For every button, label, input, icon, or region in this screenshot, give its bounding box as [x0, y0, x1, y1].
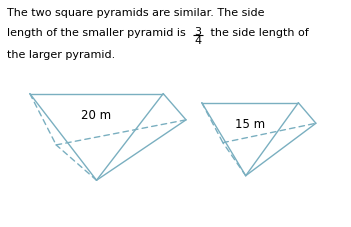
Text: The two square pyramids are similar. The side: The two square pyramids are similar. The… [7, 8, 265, 18]
Text: 3: 3 [194, 27, 201, 37]
Text: 4: 4 [194, 36, 201, 46]
Text: 20 m: 20 m [81, 108, 112, 121]
Text: the side length of: the side length of [207, 28, 309, 38]
Text: length of the smaller pyramid is: length of the smaller pyramid is [7, 28, 186, 38]
Text: the larger pyramid.: the larger pyramid. [7, 50, 115, 60]
Text: 15 m: 15 m [235, 117, 265, 130]
